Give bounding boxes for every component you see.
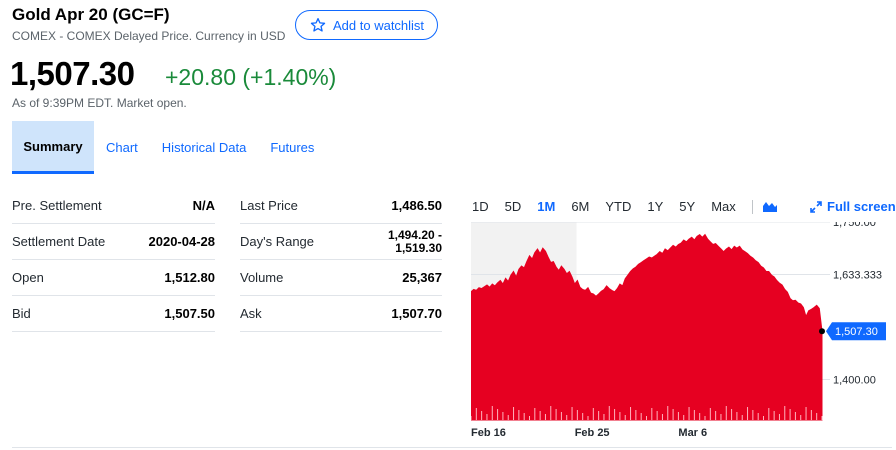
summary-table-right: Last Price 1,486.50 Day's Range 1,494.20… <box>240 188 442 332</box>
table-row: Open 1,512.80 <box>12 260 215 296</box>
row-value: N/A <box>192 198 215 213</box>
quote-tabs: Summary Chart Historical Data Futures <box>12 121 326 174</box>
summary-table-left: Pre. Settlement N/A Settlement Date 2020… <box>12 188 215 332</box>
row-label: Open <box>12 270 44 285</box>
row-label: Settlement Date <box>12 234 106 249</box>
y-tick-label: 1,633.333 <box>833 270 882 282</box>
expand-icon <box>810 200 822 213</box>
current-price: 1,507.30 <box>10 55 135 92</box>
range-1m[interactable]: 1M <box>537 199 556 214</box>
x-tick-label: Feb 25 <box>575 427 610 439</box>
exchange-subtitle: COMEX - COMEX Delayed Price. Currency in… <box>12 29 286 43</box>
range-ytd[interactable]: YTD <box>605 199 632 214</box>
table-row: Pre. Settlement N/A <box>12 188 215 224</box>
price-chart[interactable]: 1,750.00 1,633.333 1,400.00 Feb 16 Feb 25 Mar… <box>471 222 896 440</box>
price-change: +20.80 (+1.40%) <box>165 64 337 90</box>
row-label: Ask <box>240 306 262 321</box>
range-max[interactable]: Max <box>711 199 736 214</box>
table-row: Ask 1,507.70 <box>240 296 442 332</box>
range-5d[interactable]: 5D <box>504 199 522 214</box>
range-1d[interactable]: 1D <box>472 199 489 214</box>
add-to-watchlist-label: Add to watchlist <box>333 17 425 33</box>
range-low: 1,494.20 - <box>387 227 442 242</box>
chart-range-selector: 1D 5D 1M 6M YTD 1Y 5Y Max <box>472 199 777 214</box>
table-row: Last Price 1,486.50 <box>240 188 442 224</box>
row-label: Last Price <box>240 198 298 213</box>
row-value: 25,367 <box>402 270 442 285</box>
price-timestamp: As of 9:39PM EDT. Market open. <box>12 96 187 110</box>
current-price-dot <box>819 328 825 335</box>
table-row: Bid 1,507.50 <box>12 296 215 332</box>
divider <box>12 447 892 448</box>
range-6m[interactable]: 6M <box>571 199 590 214</box>
row-value: 2020-04-28 <box>148 234 216 249</box>
row-value: 1,512.80 <box>164 270 215 285</box>
row-label: Bid <box>12 306 31 321</box>
row-value: 1,507.50 <box>164 306 215 321</box>
divider <box>751 200 753 214</box>
price-area-series <box>471 233 823 421</box>
table-row: Day's Range 1,494.20 - 1,519.30 <box>240 224 442 260</box>
row-value: 1,486.50 <box>391 198 442 213</box>
row-label: Volume <box>240 270 284 285</box>
y-tick-label: 1,750.00 <box>833 222 876 229</box>
table-row: Volume 25,367 <box>240 260 442 296</box>
full-screen-label: Full screen <box>827 199 896 214</box>
page-title: Gold Apr 20 (GC=F) <box>12 5 170 24</box>
star-icon <box>310 17 326 33</box>
range-high: 1,519.30 <box>395 240 442 255</box>
table-row: Settlement Date 2020-04-28 <box>12 224 215 260</box>
current-price-label: 1,507.30 <box>835 326 878 338</box>
x-tick-label: Feb 16 <box>471 427 506 439</box>
add-to-watchlist-button[interactable]: Add to watchlist <box>295 10 438 40</box>
range-1y[interactable]: 1Y <box>647 199 664 214</box>
row-value: 1,507.70 <box>391 306 442 321</box>
row-label: Pre. Settlement <box>12 198 102 213</box>
row-label: Day's Range <box>240 234 315 249</box>
y-tick-label: 1,400.00 <box>833 375 876 387</box>
full-screen-button[interactable]: Full screen <box>810 199 896 214</box>
tab-futures[interactable]: Futures <box>270 140 315 155</box>
tab-historical-data[interactable]: Historical Data <box>161 140 247 155</box>
x-tick-label: Mar 6 <box>678 427 707 439</box>
current-price-flag <box>826 322 886 341</box>
row-value: 1,494.20 - 1,519.30 <box>387 227 442 255</box>
mountain-chart-icon[interactable] <box>762 200 777 212</box>
tab-summary[interactable]: Summary <box>12 121 94 174</box>
tab-chart[interactable]: Chart <box>106 140 138 155</box>
range-5y[interactable]: 5Y <box>679 199 696 214</box>
